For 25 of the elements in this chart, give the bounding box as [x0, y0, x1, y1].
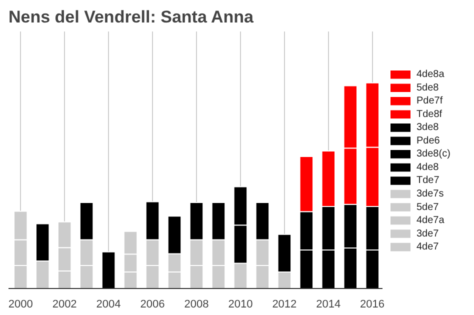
- legend-label: 5de8: [416, 82, 440, 94]
- x-tick-label: 2012: [272, 298, 297, 310]
- legend-label: 3de7: [416, 228, 440, 240]
- legend-label: Tde7: [416, 175, 440, 186]
- legend-label: 4de8a: [416, 69, 445, 80]
- legend-label: 4de7: [416, 242, 440, 253]
- legend-label: Pde6: [416, 135, 440, 146]
- x-tick-label: 2014: [316, 298, 341, 310]
- x-tick-label: 2006: [140, 298, 165, 310]
- x-tick-label: 2002: [52, 298, 77, 310]
- x-tick-label: 2000: [8, 298, 33, 310]
- legend-label: 4de8: [416, 162, 440, 173]
- chart-title: Nens del Vendrell: Santa Anna: [8, 8, 254, 26]
- legend-label: 3de8(c): [416, 148, 450, 160]
- x-tick-label: 2008: [184, 298, 209, 310]
- x-tick-label: 2010: [228, 298, 253, 310]
- legend-label: Tde8f: [416, 108, 442, 120]
- legend-label: 4de7a: [416, 215, 445, 226]
- x-tick-label: 2004: [96, 298, 121, 310]
- x-tick-label: 2016: [360, 298, 385, 310]
- legend-label: 5de7: [416, 202, 440, 213]
- legend-label: 3de7s: [416, 188, 444, 200]
- legend-label: 3de8: [416, 122, 440, 134]
- bar: [101, 251, 116, 288]
- legend-label: Pde7f: [416, 96, 443, 107]
